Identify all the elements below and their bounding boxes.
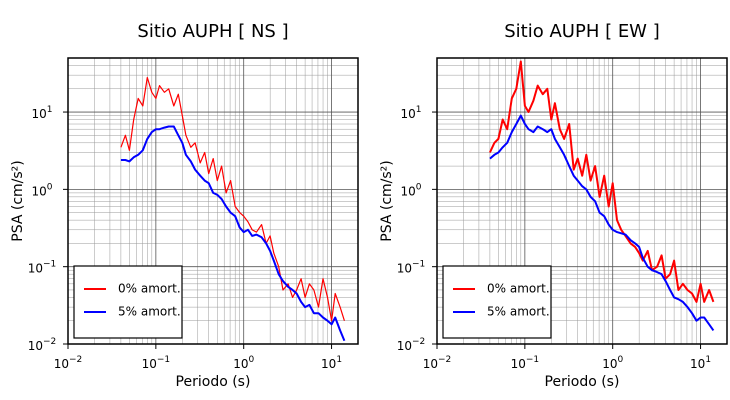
series-line [120,76,345,322]
tick-base: 10 [28,339,43,353]
tick-exponent: 0 [416,182,422,192]
y-tick-label: 10−1 [397,259,426,275]
tick-base: 10 [54,357,69,371]
y-tick-label: 10−2 [28,337,57,353]
x-tick-label: 100 [233,355,254,371]
legend-box [73,265,183,339]
tick-base: 10 [28,261,43,275]
tick-base: 10 [397,339,412,353]
y-axis-label: PSA (cm/s²) [379,160,395,242]
legend-box [442,265,552,339]
legend-label: 0% amort. [487,282,550,296]
tick-exponent: −2 [43,337,56,347]
tick-base: 10 [423,357,438,371]
y-tick-label: 10−1 [28,259,57,275]
series-line [120,125,346,342]
tick-base: 10 [31,184,46,198]
tick-base: 10 [142,357,157,371]
tick-exponent: 0 [617,355,623,365]
y-tick-label: 100 [400,182,421,198]
tick-exponent: −2 [438,355,451,365]
tick-base: 10 [690,357,705,371]
y-axis-label: PSA (cm/s²) [10,160,26,242]
tick-exponent: 1 [336,355,342,365]
y-tick-label: 10−2 [397,337,426,353]
chart-title: Sitio AUPH [ NS ] [137,21,288,42]
plot-frame [67,57,359,345]
tick-exponent: 1 [416,105,422,115]
y-tick-label: 101 [31,105,52,121]
chart: Sitio AUPH [ NS ] Periodo (s) PSA (cm/s²) 1… [10,21,359,390]
tick-exponent: −2 [69,355,82,365]
tick-exponent: 0 [47,182,53,192]
tick-exponent: −1 [412,259,425,269]
legend: 0% amort. 5% amort. [73,265,183,339]
x-axis-label: Periodo (s) [176,374,251,390]
y-tick-label: 100 [31,182,52,198]
tick-exponent: −1 [157,355,170,365]
legend-label: 5% amort. [487,305,550,319]
x-tick-label: 10−1 [511,355,540,371]
tick-exponent: 1 [705,355,711,365]
tick-base: 10 [233,357,248,371]
tick-exponent: −1 [526,355,539,365]
y-tick-label: 101 [400,105,421,121]
legend-label: 0% amort. [118,282,181,296]
tick-exponent: 0 [248,355,254,365]
x-tick-label: 100 [602,355,623,371]
tick-base: 10 [400,107,415,121]
x-tick-label: 10−2 [54,355,83,371]
x-axis-label: Periodo (s) [545,374,620,390]
tick-exponent: −2 [412,337,425,347]
chart: Sitio AUPH [ EW ] Periodo (s) PSA (cm/s²) 1… [379,21,728,390]
tick-exponent: −1 [43,259,56,269]
tick-base: 10 [397,261,412,275]
series-line [489,114,715,331]
tick-exponent: 1 [47,105,53,115]
legend-label: 5% amort. [118,305,181,319]
series-line [488,60,715,303]
chart-title: Sitio AUPH [ EW ] [504,21,659,42]
tick-base: 10 [31,107,46,121]
plot-frame [436,57,728,345]
x-tick-label: 10−1 [142,355,171,371]
tick-base: 10 [511,357,526,371]
legend: 0% amort. 5% amort. [442,265,552,339]
x-tick-label: 101 [690,355,711,371]
tick-base: 10 [321,357,336,371]
x-tick-label: 10−2 [423,355,452,371]
tick-base: 10 [602,357,617,371]
x-tick-label: 101 [321,355,342,371]
tick-base: 10 [400,184,415,198]
